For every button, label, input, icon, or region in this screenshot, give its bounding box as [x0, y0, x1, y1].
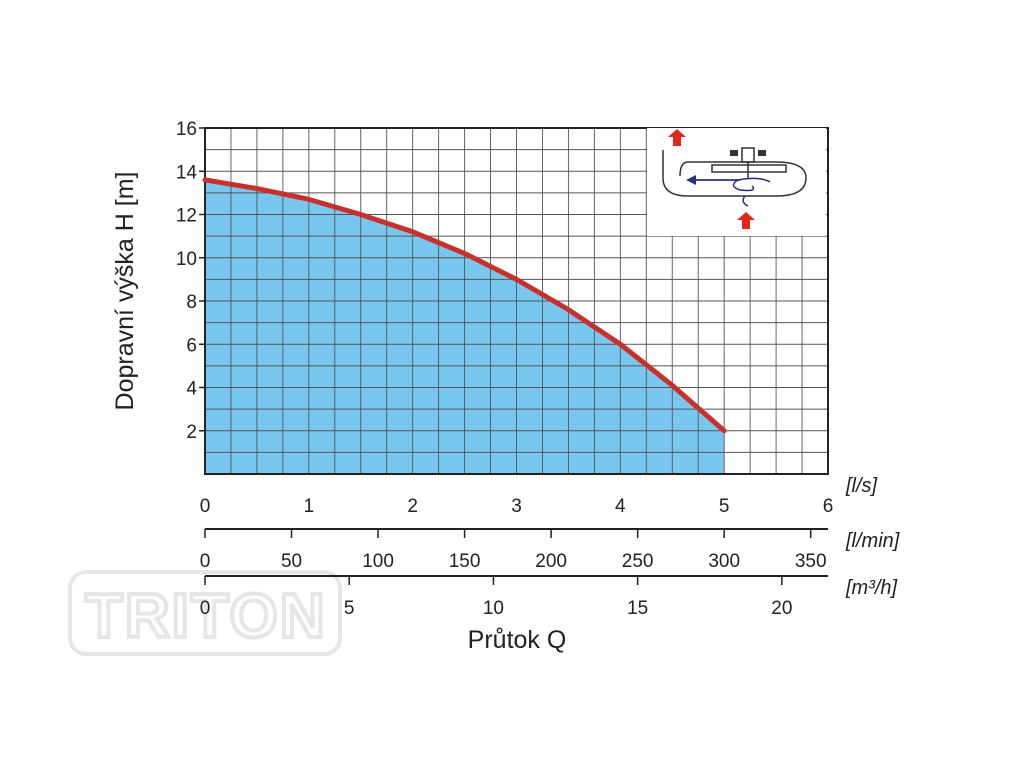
x-tick-label: 5: [719, 496, 730, 517]
x-tick-label: 20: [771, 598, 792, 619]
x-axis-unit-label: [l/s]: [845, 475, 878, 497]
y-tick-label: 4: [186, 379, 197, 400]
x-tick-label: 250: [622, 551, 654, 572]
y-tick-label: 16: [176, 119, 197, 140]
x-tick-label: 2: [407, 496, 418, 517]
x-tick-label: 6: [823, 496, 834, 517]
triton-watermark-logo: TRITON: [68, 570, 342, 656]
x-tick-label: 0: [200, 496, 211, 517]
y-tick-label: 8: [186, 292, 197, 313]
x-tick-label: 5: [344, 598, 355, 619]
x-tick-label: 350: [795, 551, 827, 572]
x-tick-label: 4: [615, 496, 626, 517]
x-tick-label: 50: [281, 551, 302, 572]
x-tick-label: 1: [304, 496, 315, 517]
x-tick-label: 0: [200, 551, 211, 572]
y-tick-label: 14: [176, 162, 198, 183]
x-axis-unit-label: [l/min]: [845, 530, 900, 552]
x-tick-label: 200: [535, 551, 567, 572]
y-tick-label: 12: [176, 206, 197, 227]
x-axis-title: Průtok Q: [468, 626, 567, 654]
y-tick-label: 6: [186, 335, 197, 356]
x-tick-label: 300: [708, 551, 740, 572]
x-axis-unit-label: [m³/h]: [845, 577, 898, 599]
x-tick-label: 150: [449, 551, 481, 572]
red-arrow-up-icon: [668, 129, 686, 146]
x-tick-label: 0: [200, 598, 211, 619]
x-tick-label: 10: [483, 598, 504, 619]
red-arrow-up-icon: [737, 212, 755, 229]
pump-flow-diagram-icon: [647, 128, 826, 236]
y-tick-label: 2: [186, 422, 197, 443]
x-tick-label: 100: [362, 551, 394, 572]
x-tick-label: 15: [627, 598, 648, 619]
y-axis-title: Dopravní výška H [m]: [111, 172, 139, 411]
y-tick-label: 10: [176, 249, 197, 270]
x-tick-label: 3: [511, 496, 522, 517]
watermark-text: TRITON: [85, 582, 327, 651]
